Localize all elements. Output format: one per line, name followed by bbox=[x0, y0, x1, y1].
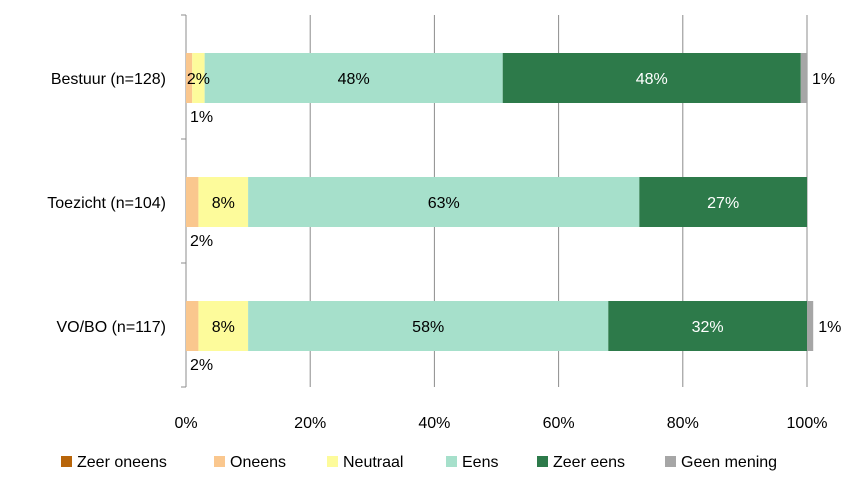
legend-swatch bbox=[665, 456, 676, 467]
data-label: 1% bbox=[818, 319, 841, 336]
bar-segment bbox=[186, 301, 199, 351]
category-label: Bestuur (n=128) bbox=[51, 71, 166, 88]
data-label: 58% bbox=[412, 319, 444, 336]
legend-label: Geen mening bbox=[681, 454, 777, 471]
data-label: 2% bbox=[190, 357, 213, 374]
legend: Zeer oneens Oneens Neutraal Eens Zeer eens Ge… bbox=[61, 454, 777, 471]
bar-segment bbox=[198, 301, 249, 351]
legend-label: Neutraal bbox=[343, 454, 403, 471]
category-labels: Bestuur (n=128) Toezicht (n=104) VO/BO (n=… bbox=[47, 71, 166, 336]
axes bbox=[181, 14, 187, 388]
bar-segment bbox=[198, 177, 249, 227]
bar-segment bbox=[186, 177, 199, 227]
bar-segment bbox=[608, 301, 807, 351]
data-label: 63% bbox=[428, 195, 460, 212]
legend-swatch bbox=[327, 456, 338, 467]
data-label: 2% bbox=[190, 233, 213, 250]
data-label: 8% bbox=[212, 195, 235, 212]
x-tick-label: 100% bbox=[787, 415, 828, 432]
legend-label: Zeer eens bbox=[553, 454, 625, 471]
data-label: 2% bbox=[187, 71, 210, 88]
data-label: 48% bbox=[636, 71, 668, 88]
x-tick-label: 0% bbox=[174, 415, 197, 432]
data-label: 32% bbox=[692, 319, 724, 336]
x-tick-label: 80% bbox=[667, 415, 699, 432]
x-tick-labels: 0% 20% 40% 60% 80% 100% bbox=[174, 415, 827, 432]
category-label: Toezicht (n=104) bbox=[47, 195, 166, 212]
bar-segment bbox=[800, 53, 807, 103]
legend-label: Eens bbox=[462, 454, 498, 471]
bar-segment bbox=[807, 301, 814, 351]
legend-swatch bbox=[537, 456, 548, 467]
x-tick-label: 60% bbox=[543, 415, 575, 432]
data-label: 1% bbox=[190, 109, 213, 126]
x-tick-label: 20% bbox=[294, 415, 326, 432]
bar-segment bbox=[204, 53, 503, 103]
bar-segment bbox=[639, 177, 807, 227]
bar-segment bbox=[502, 53, 801, 103]
data-label: 8% bbox=[212, 319, 235, 336]
x-tick-label: 40% bbox=[418, 415, 450, 432]
legend-label: Zeer oneens bbox=[77, 454, 167, 471]
legend-label: Oneens bbox=[230, 454, 286, 471]
bar-segment bbox=[186, 53, 193, 103]
legend-swatch bbox=[446, 456, 457, 467]
bar-segment bbox=[192, 53, 205, 103]
bars bbox=[186, 53, 814, 351]
data-label: 1% bbox=[812, 71, 835, 88]
category-label: VO/BO (n=117) bbox=[56, 319, 166, 336]
bar-segment bbox=[248, 177, 640, 227]
data-labels: 1% 2% 48% 48% 1% 2% 8% 63% 27% 2% 8% 58% 32% 1% bbox=[187, 71, 841, 374]
legend-swatch bbox=[214, 456, 225, 467]
data-label: 48% bbox=[338, 71, 370, 88]
data-label: 27% bbox=[707, 195, 739, 212]
legend-swatch bbox=[61, 456, 72, 467]
bar-segment bbox=[248, 301, 609, 351]
